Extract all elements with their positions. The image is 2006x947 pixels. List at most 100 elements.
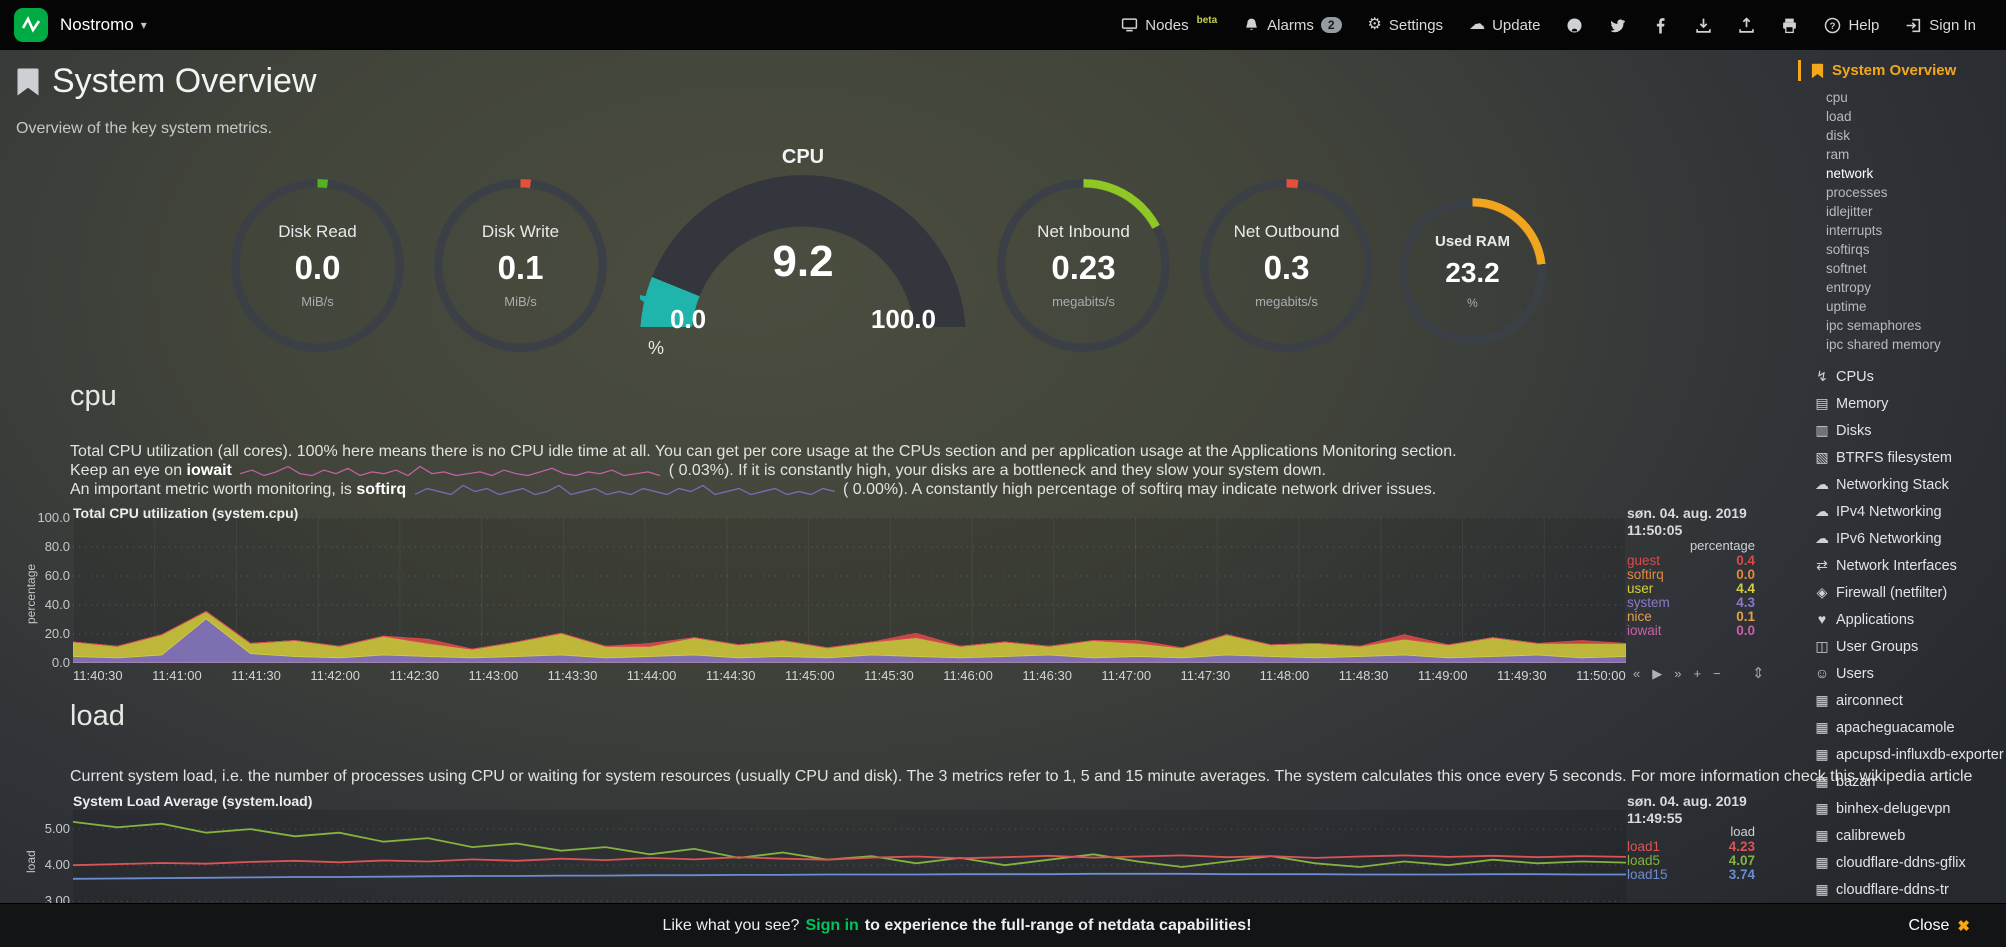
sidebar-subitem-idlejitter[interactable]: idlejitter	[1826, 204, 1873, 219]
gauge-unit: MiB/s	[504, 294, 537, 309]
x-tick: 11:40:30	[73, 668, 123, 683]
sidebar-subitem-network[interactable]: network	[1826, 166, 1874, 181]
help-button[interactable]: ? Help	[1824, 17, 1879, 34]
nodes-button[interactable]: Nodes beta	[1121, 15, 1217, 34]
sidebar-subitem-processes[interactable]: processes	[1826, 185, 1888, 200]
sidebar-item-user-groups[interactable]: ◫ User Groups	[1812, 636, 2006, 657]
signin-button[interactable]: Sign In	[1905, 17, 1976, 34]
sidebar-subitem-softnet[interactable]: softnet	[1826, 261, 1867, 276]
sidebar-app-cloudflare-ddns-tr[interactable]: ▦ cloudflare-ddns-tr	[1812, 879, 2006, 900]
x-tick: 11:48:30	[1338, 668, 1389, 683]
sidebar-subitem-ipc-semaphores[interactable]: ipc semaphores	[1826, 318, 1922, 333]
cpu-chart-resize-handle[interactable]: ⇕	[1752, 665, 1765, 682]
y-tick: 100.0	[37, 510, 70, 525]
gauge-net-outbound[interactable]: Net Outbound 0.3 megabits/s	[1200, 179, 1373, 352]
sidebar-item-memory[interactable]: ▤ Memory	[1812, 393, 2006, 414]
sidebar-app-cloudflare-ddns-gflix[interactable]: ▦ cloudflare-ddns-gflix	[1812, 852, 2006, 873]
sidebar-item-applications[interactable]: ♥ Applications	[1812, 609, 2006, 630]
github-icon	[1567, 17, 1582, 33]
settings-button[interactable]: ⚙ Settings	[1367, 16, 1444, 34]
sidebar-subitem-uptime[interactable]: uptime	[1826, 299, 1867, 314]
cpu-description-1: Total CPU utilization (all cores). 100% …	[70, 443, 1457, 460]
gauge-disk-write[interactable]: Disk Write 0.1 MiB/s	[434, 179, 607, 352]
sidebar-item-ipv4-networking[interactable]: ☁ IPv4 Networking	[1812, 501, 2006, 522]
sidebar-item-firewall-netfilter-[interactable]: ◈ Firewall (netfilter)	[1812, 582, 2006, 603]
sidebar-item-btrfs-filesystem[interactable]: ▧ BTRFS filesystem	[1812, 447, 2006, 468]
cpu-description-3: An important metric worth monitoring, is…	[70, 481, 1437, 498]
alarms-button[interactable]: Alarms 2	[1243, 17, 1342, 34]
legend-item-guest[interactable]: guest 0.4	[1627, 553, 1755, 568]
gauge-used-ram[interactable]: Used RAM 23.2 %	[1399, 198, 1546, 345]
sidebar-subitem-cpu[interactable]: cpu	[1826, 90, 1848, 105]
load-description: Current system load, i.e. the number of …	[70, 768, 1973, 785]
chart-toolbox-button-1[interactable]: ▶	[1652, 666, 1663, 681]
chart-toolbox-button-2[interactable]: »	[1674, 666, 1682, 681]
load-chart-plot[interactable]	[73, 810, 1626, 903]
cpu-gauge-max: 100.0	[870, 304, 936, 334]
load-chart-datetime: søn. 04. aug. 2019 11:49:55	[1627, 793, 1747, 826]
export-button[interactable]	[1738, 16, 1755, 34]
disk-icon: ▥	[1815, 422, 1829, 438]
sidebar-app-bazarr[interactable]: ▦ bazarr	[1812, 771, 2006, 792]
chart-toolbox-button-4[interactable]: −	[1713, 666, 1721, 681]
sidebar-subitem-softirqs[interactable]: softirqs	[1826, 242, 1870, 257]
gauge-disk-read[interactable]: Disk Read 0.0 MiB/s	[231, 179, 404, 352]
legend-item-load15[interactable]: load15 3.74	[1627, 867, 1755, 882]
legend-item-load1[interactable]: load1 4.23	[1627, 839, 1755, 854]
legend-item-iowait[interactable]: iowait 0.0	[1627, 623, 1755, 638]
sidebar-item-network-interfaces[interactable]: ⇄ Network Interfaces	[1812, 555, 2006, 576]
cpu-chart-plot[interactable]	[73, 518, 1626, 663]
memory-icon: ▤	[1815, 395, 1829, 411]
cloud-download-icon: ☁	[1469, 16, 1486, 33]
cloud-icon: ☁	[1815, 503, 1829, 519]
user-icon: ☺	[1814, 665, 1830, 681]
update-button[interactable]: ☁ Update	[1469, 16, 1541, 34]
sidebar-item-system-overview[interactable]: System Overview	[1798, 60, 2006, 81]
legend-item-softirq[interactable]: softirq 0.0	[1627, 567, 1755, 582]
legend-item-system[interactable]: system 4.3	[1627, 595, 1755, 610]
sidebar-subitem-ipc-shared-memory[interactable]: ipc shared memory	[1826, 337, 1941, 352]
gauge-net-inbound[interactable]: Net Inbound 0.23 megabits/s	[997, 179, 1170, 352]
gauge-unit: MiB/s	[301, 294, 334, 309]
sidebar-subitem-ram[interactable]: ram	[1826, 147, 1850, 162]
twitter-button[interactable]	[1609, 17, 1626, 34]
cpu-gauge-title: CPU	[781, 146, 825, 168]
hostname-dropdown[interactable]: Nostromo ▾	[60, 15, 147, 35]
gauge-title: Disk Write	[481, 222, 560, 241]
print-button[interactable]	[1781, 17, 1798, 34]
x-tick: 11:44:00	[626, 668, 677, 683]
sidebar: System Overview cpu load disk ram network pro…	[1798, 50, 2006, 903]
sidebar-subitem-load[interactable]: load	[1826, 109, 1852, 124]
signin-link[interactable]: Sign in	[805, 916, 859, 934]
upload-icon	[1739, 16, 1755, 33]
bolt-icon: ↯	[1816, 368, 1828, 384]
chart-toolbox-button-0[interactable]: «	[1633, 666, 1641, 681]
download-icon	[1696, 18, 1712, 33]
legend-item-load5[interactable]: load5 4.07	[1627, 853, 1755, 868]
legend-item-user[interactable]: user 4.4	[1627, 581, 1755, 596]
top-navbar: Nostromo ▾ Nodes beta Alarms 2 ⚙ Setting…	[0, 0, 2006, 50]
legend-item-nice[interactable]: nice 0.1	[1627, 609, 1755, 624]
gauge-cpu[interactable]: CPU 9.2 0.0 100.0 %	[640, 146, 966, 366]
sidebar-subitem-entropy[interactable]: entropy	[1826, 280, 1872, 295]
sidebar-item-ipv6-networking[interactable]: ☁ IPv6 Networking	[1812, 528, 2006, 549]
gauge-ring	[1200, 179, 1373, 352]
import-button[interactable]	[1695, 17, 1712, 34]
sidebar-app-binhex-delugevpn[interactable]: ▦ binhex-delugevpn	[1812, 798, 2006, 819]
sidebar-app-calibreweb[interactable]: ▦ calibreweb	[1812, 825, 2006, 846]
sidebar-subitem-interrupts[interactable]: interrupts	[1826, 223, 1883, 238]
sidebar-app-airconnect[interactable]: ▦ airconnect	[1812, 690, 2006, 711]
sidebar-item-disks[interactable]: ▥ Disks	[1812, 420, 2006, 441]
chart-toolbox-button-3[interactable]: +	[1693, 666, 1702, 681]
facebook-button[interactable]	[1652, 17, 1669, 34]
sidebar-item-cpus[interactable]: ↯ CPUs	[1812, 366, 2006, 387]
sidebar-item-users[interactable]: ☺ Users	[1812, 663, 2006, 684]
close-banner-button[interactable]: Close ✖	[1908, 916, 1970, 935]
sidebar-subitem-disk[interactable]: disk	[1826, 128, 1851, 143]
sidebar-sections: ↯ CPUs ▤ Memory ▥ Disks ▧ BTRFS filesystem ☁ Netw…	[1812, 366, 2006, 684]
sidebar-item-networking-stack[interactable]: ☁ Networking Stack	[1812, 474, 2006, 495]
netdata-logo[interactable]	[14, 8, 48, 42]
sidebar-app-apcupsd-influxdb-exporter[interactable]: ▦ apcupsd-influxdb-exporter	[1812, 744, 2006, 765]
sidebar-app-apacheguacamole[interactable]: ▦ apacheguacamole	[1812, 717, 2006, 738]
github-button[interactable]	[1566, 17, 1583, 34]
